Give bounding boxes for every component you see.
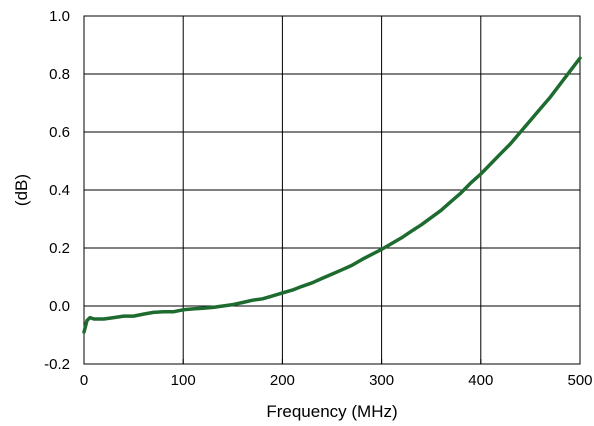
- x-tick-label: 300: [369, 372, 394, 389]
- y-tick-labels: -0.2 0.0 0.2 0.4 0.6 0.8 1.0: [44, 8, 70, 373]
- y-tick-label: 0.0: [49, 298, 70, 315]
- series-line: [82, 56, 582, 334]
- x-tick-label: 0: [80, 372, 88, 389]
- series-group: [82, 56, 582, 334]
- axis-ticks: [83, 15, 581, 365]
- y-tick-label: -0.2: [44, 356, 70, 373]
- y-tick-label: 0.2: [49, 240, 70, 257]
- x-axis-label: Frequency (MHz): [266, 402, 397, 421]
- x-tick-label: 400: [468, 372, 493, 389]
- y-tick-label: 0.8: [49, 66, 70, 83]
- x-tick-label: 500: [567, 372, 592, 389]
- y-tick-label: 0.4: [49, 182, 70, 199]
- y-tick-label: 1.0: [49, 8, 70, 25]
- x-tick-label: 200: [270, 372, 295, 389]
- y-axis-label: (dB): [12, 174, 31, 206]
- x-tick-labels: 0 100 200 300 400 500: [80, 372, 593, 389]
- x-tick-label: 100: [171, 372, 196, 389]
- y-tick-label: 0.6: [49, 124, 70, 141]
